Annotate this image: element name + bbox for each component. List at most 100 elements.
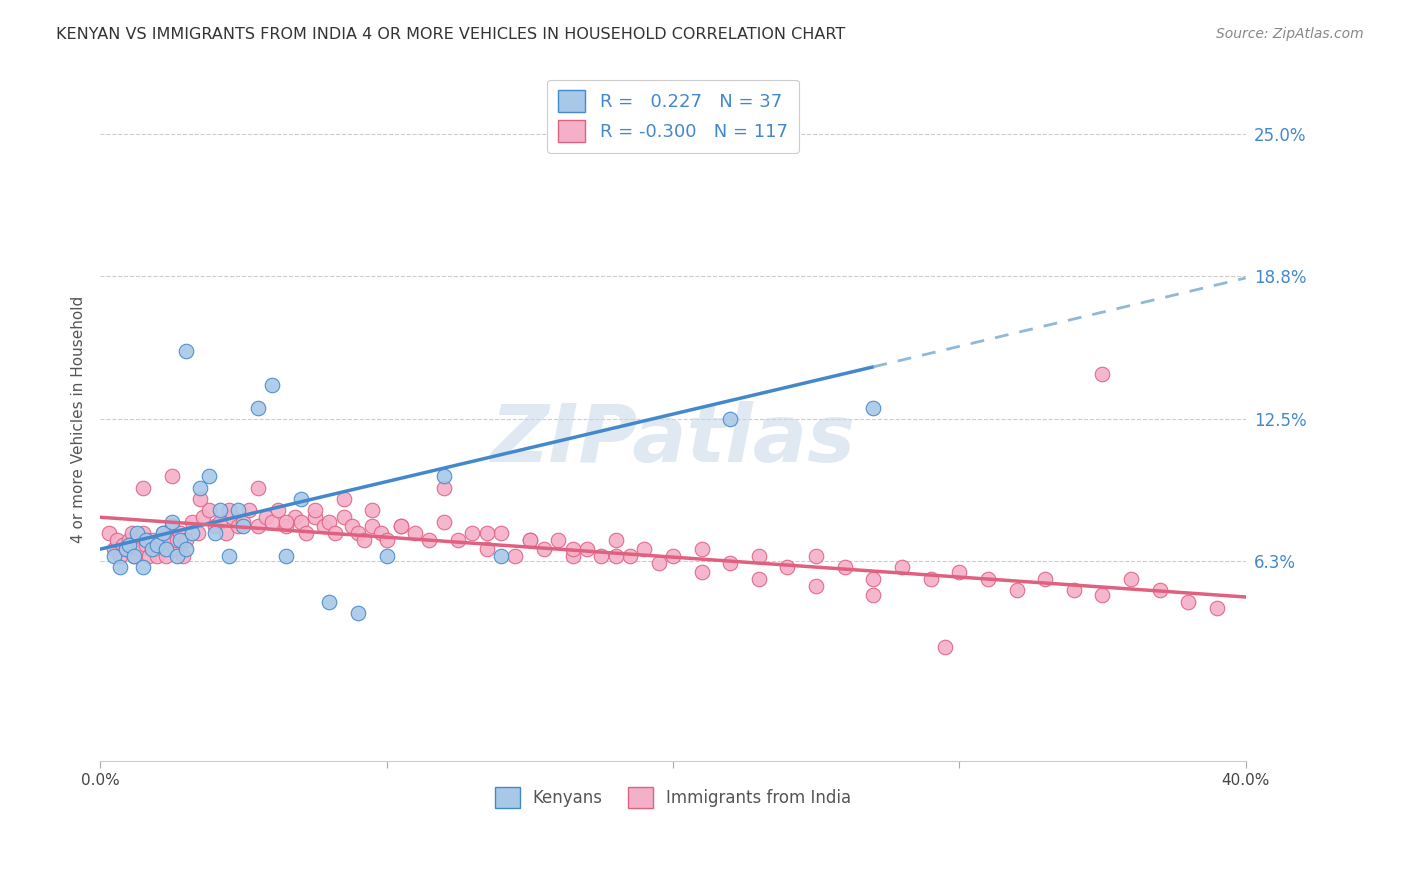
Point: [834, 560, 856, 574]
Point: [312, 519, 335, 533]
Point: [115, 542, 138, 557]
Point: [891, 560, 914, 574]
Point: [370, 526, 392, 541]
Point: [323, 526, 346, 541]
Point: [124, 549, 146, 563]
Point: [103, 542, 125, 557]
Point: [347, 526, 370, 541]
Y-axis label: 4 or more Vehicles in Household: 4 or more Vehicles in Household: [72, 295, 86, 543]
Point: [505, 549, 527, 563]
Point: [155, 549, 177, 563]
Point: [246, 481, 269, 495]
Point: [226, 503, 249, 517]
Point: [533, 542, 555, 557]
Point: [418, 533, 440, 547]
Point: [246, 519, 269, 533]
Point: [561, 549, 583, 563]
Point: [318, 594, 340, 608]
Point: [389, 519, 412, 533]
Point: [160, 469, 183, 483]
Point: [433, 515, 456, 529]
Point: [198, 503, 221, 517]
Point: [115, 542, 138, 557]
Point: [146, 549, 169, 563]
Point: [295, 526, 318, 541]
Point: [920, 572, 942, 586]
Point: [152, 526, 174, 541]
Point: [226, 519, 249, 533]
Point: [489, 526, 512, 541]
Point: [804, 549, 827, 563]
Point: [353, 533, 375, 547]
Point: [204, 526, 226, 541]
Point: [149, 533, 172, 547]
Point: [221, 510, 243, 524]
Point: [862, 588, 884, 602]
Point: [169, 526, 191, 541]
Point: [948, 565, 970, 579]
Point: [1091, 367, 1114, 381]
Point: [132, 526, 155, 541]
Point: [135, 538, 157, 552]
Point: [215, 526, 238, 541]
Point: [146, 538, 169, 552]
Point: [475, 526, 498, 541]
Point: [977, 572, 1000, 586]
Point: [718, 556, 741, 570]
Point: [304, 510, 326, 524]
Point: [124, 549, 146, 563]
Point: [209, 515, 232, 529]
Point: [340, 519, 363, 533]
Point: [718, 412, 741, 426]
Point: [169, 533, 191, 547]
Point: [157, 533, 180, 547]
Point: [647, 556, 669, 570]
Point: [1005, 583, 1028, 598]
Point: [138, 549, 160, 563]
Point: [489, 549, 512, 563]
Point: [232, 515, 254, 529]
Point: [209, 503, 232, 517]
Point: [1149, 583, 1171, 598]
Point: [862, 572, 884, 586]
Point: [1206, 601, 1229, 615]
Point: [163, 542, 186, 557]
Point: [121, 526, 143, 541]
Point: [605, 549, 627, 563]
Point: [591, 549, 613, 563]
Point: [1063, 583, 1085, 598]
Point: [238, 503, 260, 517]
Point: [547, 533, 569, 547]
Point: [198, 469, 221, 483]
Point: [375, 549, 398, 563]
Point: [246, 401, 269, 415]
Point: [461, 526, 484, 541]
Point: [276, 519, 298, 533]
Point: [108, 549, 131, 563]
Point: [934, 640, 956, 654]
Point: [172, 549, 194, 563]
Point: [375, 533, 398, 547]
Point: [166, 549, 188, 563]
Point: [132, 481, 155, 495]
Point: [304, 503, 326, 517]
Point: [605, 533, 627, 547]
Point: [332, 491, 354, 506]
Point: [190, 481, 212, 495]
Point: [160, 515, 183, 529]
Point: [347, 606, 370, 620]
Point: [662, 549, 685, 563]
Point: [404, 526, 426, 541]
Point: [433, 469, 456, 483]
Point: [174, 542, 197, 557]
Point: [332, 510, 354, 524]
Point: [141, 542, 163, 557]
Point: [190, 491, 212, 506]
Point: [290, 515, 312, 529]
Point: [318, 515, 340, 529]
Point: [160, 519, 183, 533]
Point: [690, 542, 713, 557]
Text: Source: ZipAtlas.com: Source: ZipAtlas.com: [1216, 27, 1364, 41]
Point: [748, 549, 770, 563]
Point: [633, 542, 655, 557]
